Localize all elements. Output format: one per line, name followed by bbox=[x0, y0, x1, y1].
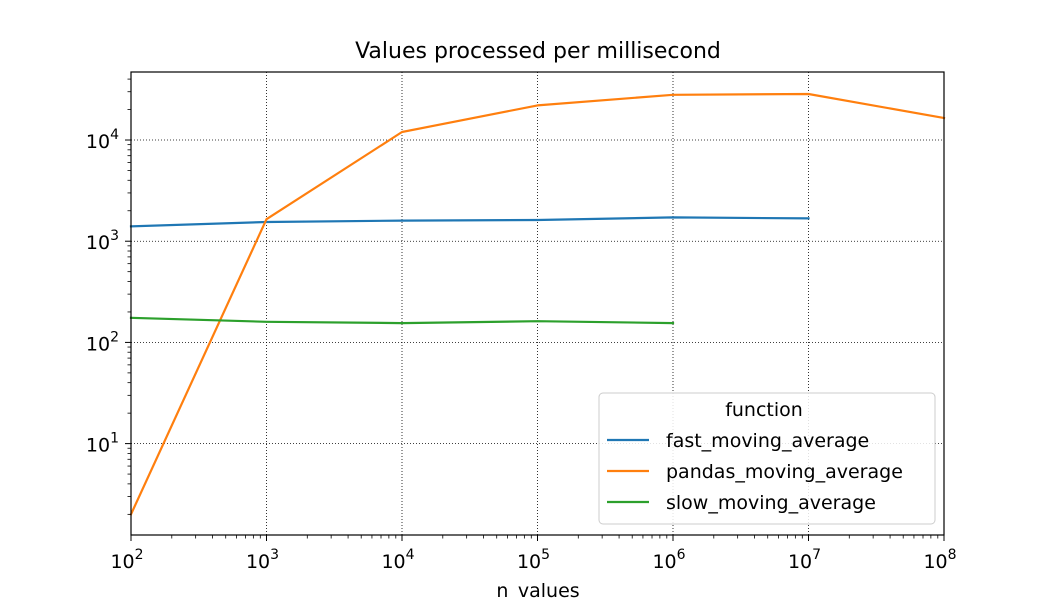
y-tick-label: 102 bbox=[86, 329, 119, 355]
x-tick-label: 103 bbox=[246, 547, 279, 573]
series-lines bbox=[129, 92, 946, 516]
y-tick-label: 103 bbox=[86, 228, 119, 254]
fast_moving_average-line bbox=[129, 216, 810, 228]
y-tick-label: 101 bbox=[86, 431, 119, 457]
x-axis-label: n_values bbox=[496, 580, 579, 600]
x-tick-label: 105 bbox=[517, 547, 550, 573]
chart-title: Values processed per millisecond bbox=[355, 39, 721, 64]
legend: function fast_moving_average pandas_moving… bbox=[598, 392, 936, 525]
slow_moving_average-legend-label: slow_moving_average bbox=[666, 492, 876, 514]
axis-ticks: 102 103 104 105 106 107 108 101 102 103 104 bbox=[86, 78, 957, 573]
legend-title: function bbox=[725, 399, 803, 421]
slow_moving_average-line bbox=[129, 316, 675, 325]
y-tick-label: 104 bbox=[86, 127, 119, 153]
x-tick-label: 107 bbox=[788, 547, 821, 573]
x-tick-label: 104 bbox=[381, 547, 414, 573]
x-tick-label: 106 bbox=[652, 547, 685, 573]
x-tick-label: 108 bbox=[923, 547, 956, 573]
x-tick-label: 102 bbox=[110, 547, 143, 573]
legend-box bbox=[598, 392, 936, 525]
fast_moving_average-legend-label: fast_moving_average bbox=[666, 430, 869, 452]
pandas_moving_average-legend-label: pandas_moving_average bbox=[666, 461, 903, 483]
pandas_moving_average-line bbox=[129, 92, 946, 516]
